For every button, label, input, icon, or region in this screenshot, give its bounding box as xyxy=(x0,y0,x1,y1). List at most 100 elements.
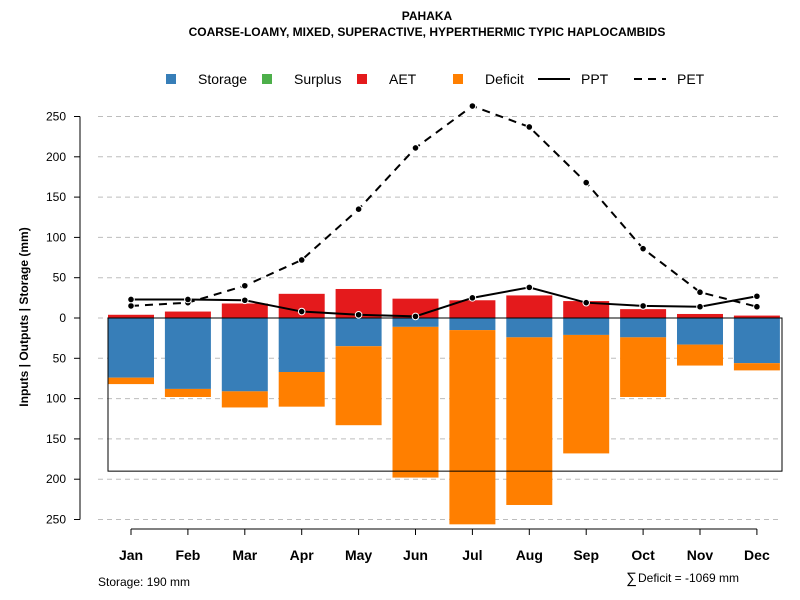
bar-storage-may xyxy=(335,318,382,347)
y-axis-label: Inputs | Outputs | Storage (mm) xyxy=(17,227,31,406)
point-ppt-aug xyxy=(525,283,534,292)
legend-label-surplus: Surplus xyxy=(294,71,341,87)
bar-storage-sep xyxy=(563,318,610,335)
bar-aet-jul xyxy=(449,300,496,318)
legend-swatch-deficit xyxy=(453,74,463,84)
legend-label-storage: Storage xyxy=(198,71,247,87)
bar-aet-feb xyxy=(164,311,211,318)
legend-label-deficit: Deficit xyxy=(485,71,524,87)
legend-swatch-storage xyxy=(166,74,176,84)
point-ppt-apr xyxy=(297,307,306,316)
y-tick-label: 250 xyxy=(46,110,66,124)
point-pet-apr xyxy=(297,256,306,264)
bar-deficit-feb xyxy=(164,388,211,397)
y-tick-label: 150 xyxy=(46,190,66,204)
bar-storage-mar xyxy=(221,318,268,392)
series-lines xyxy=(127,102,761,321)
y-tick-label: 200 xyxy=(46,150,66,164)
bar-deficit-oct xyxy=(620,337,667,397)
bar-storage-nov xyxy=(677,318,723,345)
point-pet-jan xyxy=(127,302,135,310)
bar-deficit-nov xyxy=(677,344,723,366)
deficit-footnote: Deficit = -1069 mm xyxy=(638,571,739,585)
bar-storage-aug xyxy=(506,318,553,338)
point-pet-may xyxy=(354,205,363,213)
bar-storage-apr xyxy=(278,318,325,373)
x-tick-label: Jun xyxy=(403,547,428,563)
plot-frame xyxy=(107,317,783,472)
bar-aet-dec xyxy=(733,315,780,318)
bar-deficit-aug xyxy=(506,337,553,505)
legend-swatch-surplus xyxy=(262,74,272,84)
point-pet-oct xyxy=(639,244,647,253)
line-pet xyxy=(130,104,758,308)
point-pet-mar xyxy=(241,281,249,290)
point-ppt-may xyxy=(354,310,363,319)
x-tick-label: Oct xyxy=(631,547,655,563)
point-pet-aug xyxy=(525,123,534,131)
y-tick-label: 150 xyxy=(46,432,66,446)
deficit-sum-symbol: ∑ xyxy=(626,570,637,587)
point-ppt-feb xyxy=(184,295,192,304)
y-tick-label: 50 xyxy=(53,271,67,285)
bar-deficit-jan xyxy=(108,377,154,385)
bar-storage-jan xyxy=(108,318,154,378)
point-ppt-mar xyxy=(241,296,249,305)
legend-label-ppt: PPT xyxy=(581,71,609,87)
point-pet-jun xyxy=(411,144,420,152)
point-ppt-dec xyxy=(753,292,761,301)
bar-aet-nov xyxy=(677,313,723,318)
point-ppt-oct xyxy=(639,302,647,310)
y-axis: 250 200 150 100 50 0 50 100 150 200 250 xyxy=(46,110,81,527)
x-tick-label: Feb xyxy=(175,547,200,563)
legend-swatch-aet xyxy=(357,74,367,84)
bar-deficit-may xyxy=(335,346,382,426)
point-pet-jul xyxy=(468,102,477,110)
x-tick-label: May xyxy=(345,547,372,563)
y-tick-label: 100 xyxy=(46,392,66,406)
x-tick-label: Jan xyxy=(119,547,143,563)
x-tick-label: Apr xyxy=(290,547,315,563)
bar-deficit-sep xyxy=(563,334,610,454)
bar-storage-jul xyxy=(449,318,496,331)
point-ppt-jul xyxy=(468,294,477,302)
bar-aet-oct xyxy=(620,309,667,318)
y-tick-label: 200 xyxy=(46,472,66,486)
legend-label-aet: AET xyxy=(389,71,417,87)
x-tick-label: Jul xyxy=(462,547,482,563)
point-ppt-sep xyxy=(582,298,591,307)
x-tick-label: Dec xyxy=(744,547,770,563)
y-tick-label: 100 xyxy=(46,230,66,244)
bar-storage-jun xyxy=(392,318,439,327)
point-ppt-nov xyxy=(696,302,704,311)
x-tick-label: Mar xyxy=(232,547,257,563)
bar-deficit-jul xyxy=(449,330,496,525)
bar-deficit-apr xyxy=(278,372,325,407)
bar-deficit-jun xyxy=(392,326,439,478)
bar-storage-feb xyxy=(164,318,211,389)
storage-footnote: Storage: 190 mm xyxy=(98,575,190,589)
y-tick-label: 0 xyxy=(59,311,66,325)
chart-subtitle: COARSE-LOAMY, MIXED, SUPERACTIVE, HYPERT… xyxy=(189,25,666,39)
bar-storage-dec xyxy=(733,318,780,364)
y-tick-label: 50 xyxy=(53,351,67,365)
point-pet-dec xyxy=(753,302,761,311)
point-ppt-jun xyxy=(411,312,420,321)
bar-aet-sep xyxy=(563,301,610,318)
x-tick-label: Aug xyxy=(516,547,543,563)
bar-aet-jan xyxy=(108,314,154,318)
point-pet-nov xyxy=(696,288,704,297)
point-pet-sep xyxy=(582,178,591,187)
x-tick-label: Nov xyxy=(687,547,714,563)
y-tick-label: 250 xyxy=(46,513,66,527)
chart-title: PAHAKA xyxy=(402,9,453,23)
bar-deficit-dec xyxy=(733,363,780,371)
legend-label-pet: PET xyxy=(677,71,705,87)
x-tick-label: Sep xyxy=(573,547,599,563)
bar-aet-mar xyxy=(221,303,268,318)
point-ppt-jan xyxy=(127,295,135,304)
line-ppt xyxy=(131,286,758,318)
legend: Storage Surplus AET Deficit PPT PET xyxy=(166,71,705,87)
x-axis: Jan Feb Mar Apr May Jun Jul Aug Sep Oct Nov Dec xyxy=(119,528,770,563)
